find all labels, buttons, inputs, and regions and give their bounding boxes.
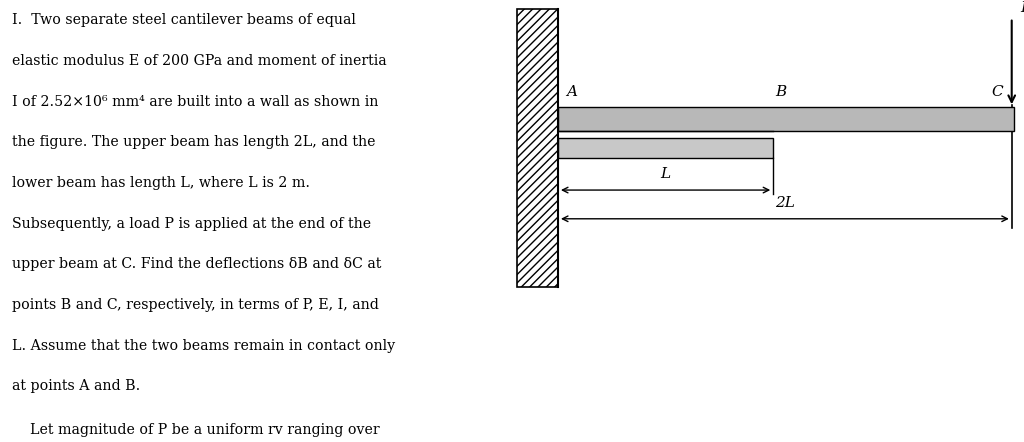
Text: Subsequently, a load P is applied at the end of the: Subsequently, a load P is applied at the… [12, 217, 372, 231]
Text: L. Assume that the two beams remain in contact only: L. Assume that the two beams remain in c… [12, 339, 395, 353]
Text: points B and C, respectively, in terms of P, E, I, and: points B and C, respectively, in terms o… [12, 298, 379, 312]
Text: elastic modulus E of 200 GPa and moment of inertia: elastic modulus E of 200 GPa and moment … [12, 54, 387, 68]
Text: C: C [992, 85, 1004, 99]
Bar [517, 9, 558, 287]
Text: P: P [1020, 1, 1024, 15]
Text: Let magnitude of P be a uniform rv ranging over: Let magnitude of P be a uniform rv rangi… [12, 423, 380, 438]
Text: lower beam has length L, where L is 2 m.: lower beam has length L, where L is 2 m. [12, 176, 310, 190]
Text: the figure. The upper beam has length 2L, and the: the figure. The upper beam has length 2L… [12, 135, 376, 149]
Text: at points A and B.: at points A and B. [12, 379, 140, 393]
Text: upper beam at C. Find the deflections δB and δC at: upper beam at C. Find the deflections δB… [12, 257, 382, 271]
Text: A: A [566, 85, 578, 99]
Bar [517, 9, 558, 287]
Bar [558, 107, 1014, 132]
Text: L: L [660, 167, 671, 181]
Text: B: B [775, 85, 786, 99]
Text: I.  Two separate steel cantilever beams of equal: I. Two separate steel cantilever beams o… [12, 13, 356, 27]
Bar [558, 138, 773, 158]
Text: I of 2.52×10⁶ mm⁴ are built into a wall as shown in: I of 2.52×10⁶ mm⁴ are built into a wall … [12, 95, 379, 109]
Text: 2L: 2L [775, 196, 795, 210]
